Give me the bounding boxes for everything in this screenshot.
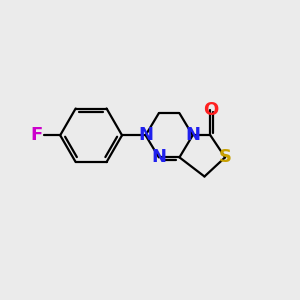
Text: F: F [30, 126, 43, 144]
Text: N: N [138, 126, 153, 144]
Text: N: N [151, 148, 166, 166]
Text: N: N [185, 126, 200, 144]
Text: O: O [203, 101, 218, 119]
Text: S: S [219, 148, 232, 166]
